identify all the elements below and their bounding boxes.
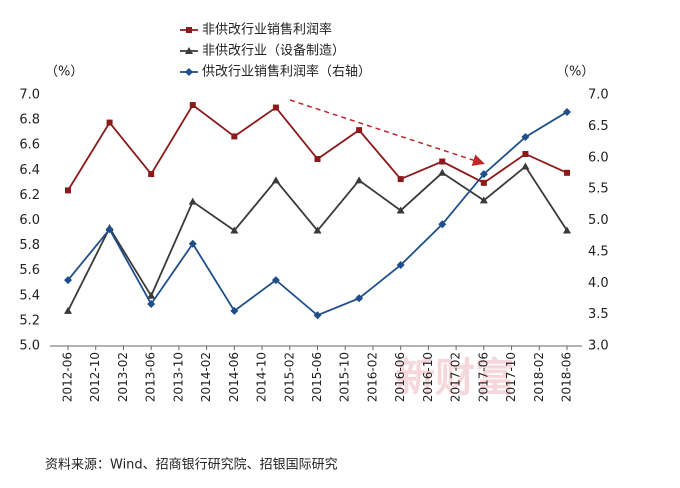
marker bbox=[438, 168, 447, 176]
legend-label: 非供改行业销售利润率 bbox=[202, 22, 332, 38]
x-tick-label: 2017-06 bbox=[476, 352, 490, 402]
source-note: 资料来源：Wind、招商银行研究院、招银国际研究 bbox=[45, 458, 338, 473]
marker bbox=[230, 306, 239, 315]
y-tick-label: 5.2 bbox=[19, 313, 40, 328]
x-tick-label: 2016-02 bbox=[365, 352, 379, 402]
marker bbox=[314, 156, 321, 163]
marker bbox=[188, 239, 197, 248]
y2-tick-label: 6.5 bbox=[588, 119, 609, 134]
marker bbox=[563, 226, 571, 234]
x-tick-label: 2013-10 bbox=[171, 352, 185, 402]
marker bbox=[563, 107, 571, 116]
marker bbox=[148, 171, 155, 178]
marker bbox=[105, 225, 114, 234]
legend-label: 非供改行业（设备制造） bbox=[202, 43, 345, 59]
y-tick-label: 6.8 bbox=[19, 113, 40, 128]
marker bbox=[188, 197, 197, 205]
series-line bbox=[67, 111, 568, 317]
y2-tick-label: 3.0 bbox=[588, 339, 609, 354]
y2-tick-label: 3.5 bbox=[588, 307, 609, 322]
marker bbox=[271, 276, 280, 285]
marker bbox=[147, 291, 156, 299]
x-tick-label: 2018-06 bbox=[560, 352, 574, 402]
y-tick-label: 7.0 bbox=[19, 88, 40, 103]
y-tick-label: 5.4 bbox=[19, 288, 40, 303]
x-tick-label: 2016-10 bbox=[421, 352, 435, 402]
x-tick-label: 2012-10 bbox=[88, 352, 102, 402]
marker bbox=[396, 206, 405, 214]
legend-label: 供改行业销售利润率（右轴） bbox=[202, 64, 371, 80]
x-tick-label: 2015-10 bbox=[338, 352, 352, 402]
marker bbox=[64, 306, 72, 314]
marker bbox=[313, 226, 322, 234]
y2-tick-label: 4.0 bbox=[588, 276, 609, 291]
y-tick-label: 5.6 bbox=[19, 263, 40, 278]
x-tick-label: 2014-10 bbox=[255, 352, 269, 402]
marker bbox=[439, 158, 446, 165]
legend-marker bbox=[185, 47, 193, 54]
marker bbox=[397, 176, 404, 183]
x-tick-label: 2014-06 bbox=[227, 352, 241, 402]
x-tick-label: 2015-02 bbox=[282, 352, 296, 402]
marker bbox=[189, 102, 196, 109]
y2-axis-label: （%） bbox=[556, 65, 594, 80]
y2-tick-label: 4.5 bbox=[588, 244, 609, 259]
marker bbox=[438, 220, 447, 229]
marker bbox=[313, 311, 322, 320]
marker bbox=[355, 294, 364, 303]
marker bbox=[355, 176, 364, 184]
x-tick-label: 2012-06 bbox=[61, 352, 75, 402]
y2-tick-label: 5.0 bbox=[588, 213, 609, 228]
y-tick-label: 5.0 bbox=[19, 339, 40, 354]
marker bbox=[480, 179, 487, 186]
marker bbox=[356, 127, 363, 134]
marker bbox=[521, 133, 530, 142]
series-line bbox=[67, 103, 568, 191]
marker bbox=[65, 187, 71, 194]
x-tick-label: 2016-06 bbox=[393, 352, 407, 402]
y-tick-label: 6.6 bbox=[19, 138, 40, 153]
marker bbox=[521, 162, 530, 170]
x-tick-label: 2018-02 bbox=[532, 352, 546, 402]
x-tick-label: 2015-06 bbox=[310, 352, 324, 402]
x-tick-label: 2013-02 bbox=[116, 352, 130, 402]
marker bbox=[64, 276, 72, 285]
marker bbox=[272, 104, 279, 111]
y-tick-label: 6.0 bbox=[19, 213, 40, 228]
x-tick-label: 2017-02 bbox=[449, 352, 463, 402]
y2-tick-label: 6.0 bbox=[588, 150, 609, 165]
y-tick-label: 6.4 bbox=[19, 163, 40, 178]
marker bbox=[231, 133, 238, 140]
marker bbox=[564, 169, 570, 176]
y-axis-label: （%） bbox=[45, 65, 83, 80]
marker bbox=[479, 196, 488, 204]
watermark: 新财富 bbox=[395, 355, 515, 401]
legend-marker bbox=[185, 68, 193, 76]
marker bbox=[106, 119, 113, 126]
marker bbox=[147, 299, 156, 308]
marker bbox=[522, 150, 529, 157]
x-tick-label: 2017-10 bbox=[504, 352, 518, 402]
marker bbox=[230, 226, 239, 234]
marker bbox=[271, 176, 280, 184]
marker bbox=[396, 261, 405, 270]
trend-arrow bbox=[289, 99, 485, 166]
x-tick-label: 2013-06 bbox=[144, 352, 158, 402]
y-tick-label: 5.8 bbox=[19, 238, 40, 253]
x-tick-label: 2014-02 bbox=[199, 352, 213, 402]
marker bbox=[479, 170, 488, 179]
y-tick-label: 6.2 bbox=[19, 188, 40, 203]
y2-tick-label: 5.5 bbox=[588, 182, 609, 197]
legend-marker bbox=[186, 27, 192, 33]
y2-tick-label: 7.0 bbox=[588, 88, 609, 103]
